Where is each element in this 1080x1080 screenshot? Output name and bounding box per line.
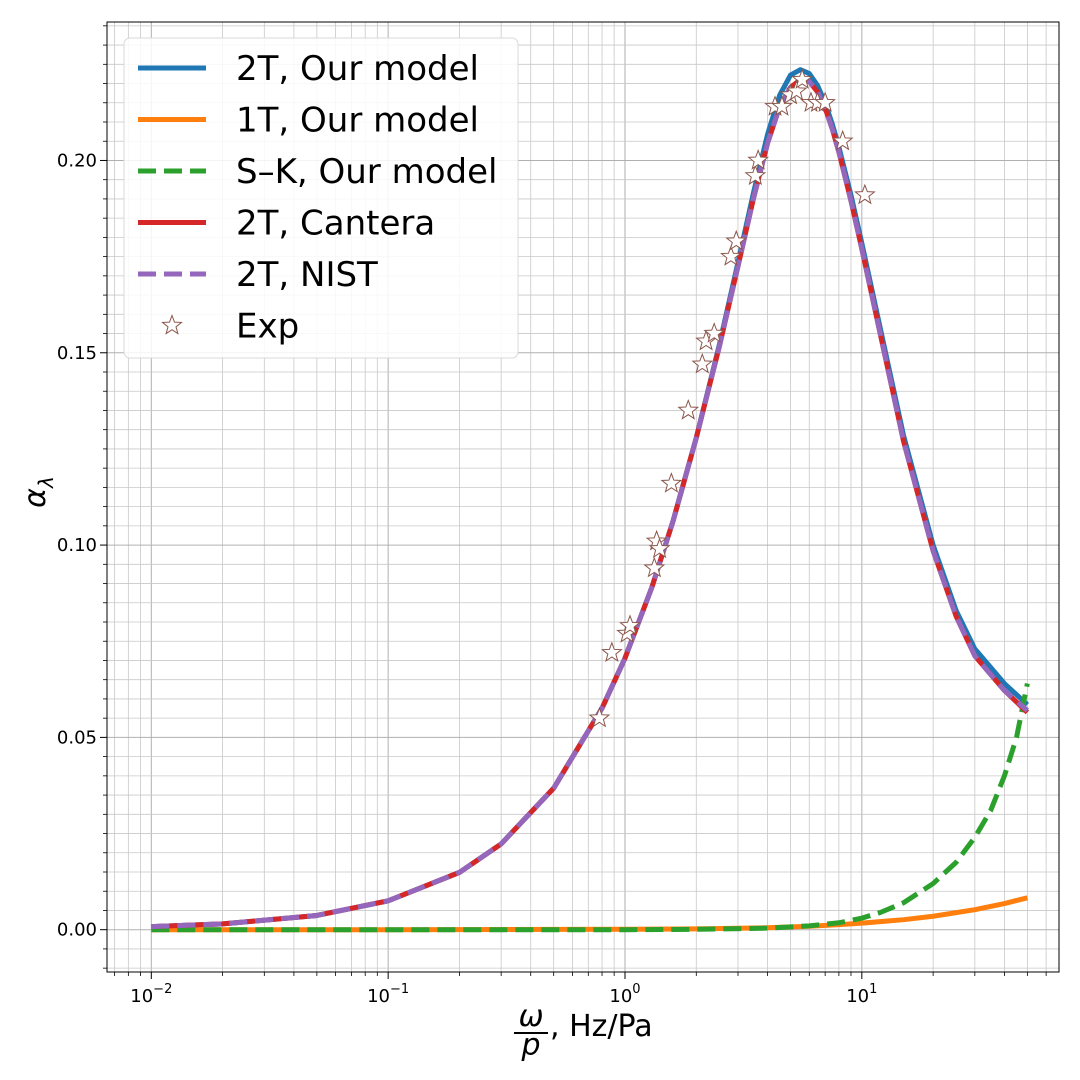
exp-marker — [831, 129, 854, 151]
x-tick-label: 100 — [609, 982, 640, 1007]
exp-marker — [720, 245, 742, 266]
exp-marker — [619, 614, 641, 636]
y-tick-label: 0.05 — [57, 727, 97, 748]
legend-star-icon — [161, 314, 183, 335]
x-axis-suffix: , Hz/Pa — [550, 1009, 653, 1044]
y-axis-symbol: α — [18, 488, 53, 508]
exp-marker — [791, 68, 814, 89]
exp-marker — [648, 537, 671, 559]
exp-marker — [854, 183, 876, 205]
svg-text:αλ: αλ — [18, 476, 58, 508]
y-tick-label: 0.00 — [57, 920, 97, 941]
x-tick-label: 10−2 — [130, 982, 172, 1007]
exp-marker — [600, 641, 623, 663]
y-tick-label: 0.10 — [57, 535, 97, 556]
series-line-s-k-our-model — [151, 683, 1030, 933]
legend-label: Exp — [236, 307, 299, 347]
exp-marker — [771, 95, 793, 116]
exp-marker — [588, 706, 611, 728]
legend-label: 2T, Cantera — [236, 204, 435, 244]
exp-marker — [643, 556, 666, 578]
y-axis-title: αλ — [18, 476, 58, 508]
legend-label: 1T, Our model — [236, 101, 479, 141]
exp-marker — [747, 149, 770, 170]
exp-marker — [703, 322, 726, 343]
exp-marker — [677, 399, 700, 420]
legend-label: 2T, NIST — [236, 255, 378, 295]
x-tick-label: 10−1 — [367, 982, 409, 1007]
axis-ticks: 10−2 10−1 100 101 0.00 0.05 0.10 0.15 0.20 — [57, 25, 1047, 1007]
exp-marker — [725, 229, 748, 251]
y-tick-label: 0.20 — [57, 150, 97, 171]
legend-box — [123, 37, 519, 359]
exp-markers — [588, 68, 876, 728]
y-axis-subscript: λ — [34, 476, 58, 489]
x-axis-frac-top: ω — [518, 999, 543, 1034]
x-axis-frac-bottom: p — [520, 1028, 540, 1063]
exp-marker — [814, 91, 837, 113]
series-lines — [151, 67, 1030, 933]
exp-marker — [785, 79, 808, 101]
y-tick-label: 0.15 — [57, 343, 97, 364]
legend-label: S–K, Our model — [236, 152, 497, 192]
exp-marker — [691, 352, 714, 374]
legend: 2T, Our model 1T, Our model S–K, Our model… — [123, 37, 519, 359]
legend-label: 2T, Our model — [236, 49, 479, 89]
x-axis-title: ω p , Hz/Pa — [514, 999, 653, 1063]
plot-frame — [106, 21, 1060, 973]
exp-marker — [660, 472, 683, 493]
x-tick-label: 101 — [846, 982, 877, 1007]
exp-marker — [744, 164, 767, 186]
series-line-2t-nist — [151, 77, 1030, 930]
